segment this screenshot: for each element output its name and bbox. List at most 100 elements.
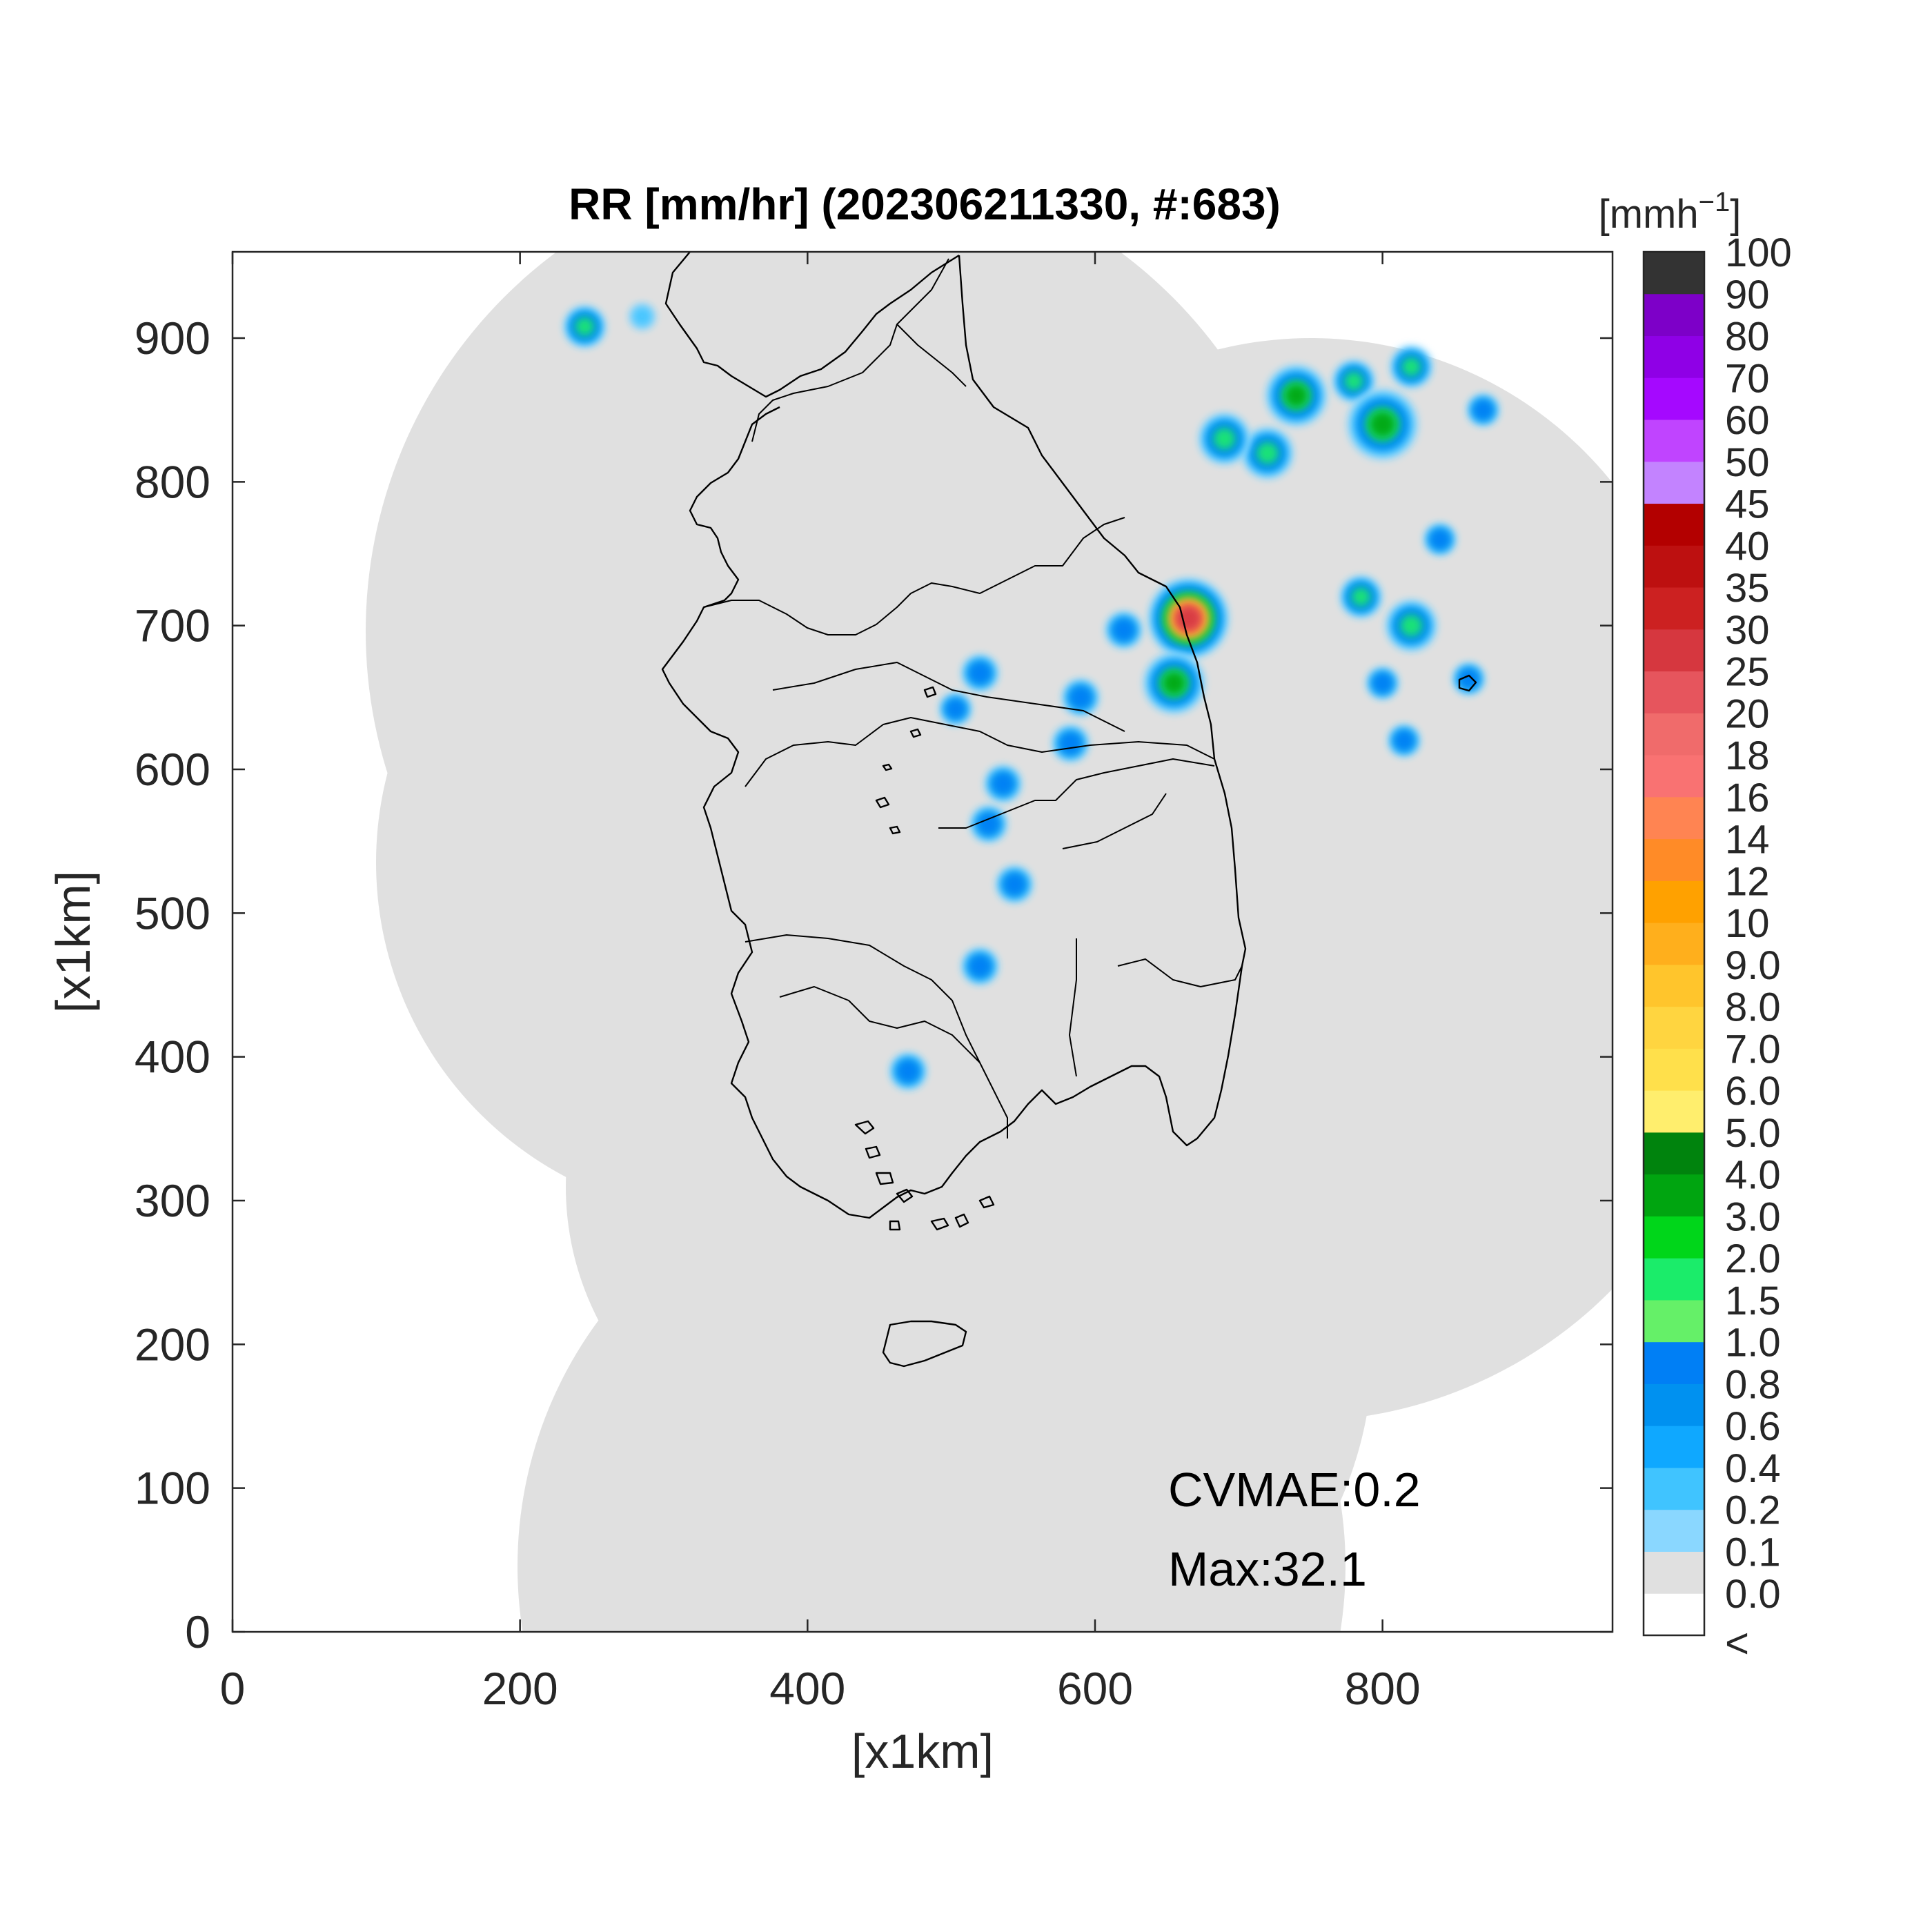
colorbar-level-label: 12	[1725, 859, 1770, 904]
jeju-island	[882, 1320, 967, 1368]
rain-cell	[1395, 731, 1413, 750]
rain-cell	[970, 956, 990, 976]
x-tick-label: 0	[220, 1663, 246, 1714]
colorbar-segment	[1644, 420, 1704, 462]
colorbar: [mmh−1] 0.00.10.20.40.60.81.01.52.03.04.…	[1599, 187, 1792, 1666]
rain-cell	[1284, 384, 1308, 408]
colorbar-unit: [mmh−1]	[1599, 187, 1742, 237]
colorbar-unit-suffix: ]	[1730, 192, 1741, 237]
colorbar-segment	[1644, 377, 1704, 420]
colorbar-level-label: 2.0	[1725, 1236, 1781, 1281]
precipitation-layer	[564, 303, 1499, 1090]
colorbar-segment	[1644, 293, 1704, 337]
rain-cell	[1474, 401, 1492, 419]
rain-cell	[1400, 614, 1423, 638]
colorbar-segment	[1644, 1467, 1704, 1510]
colorbar-level-label: 1.0	[1725, 1321, 1781, 1366]
colorbar-level-label: 100	[1725, 230, 1792, 275]
colorbar-unit-exp: −1	[1699, 187, 1731, 217]
colorbar-level-label: 0.0	[1725, 1572, 1781, 1617]
x-tick-label: 600	[1057, 1663, 1133, 1714]
colorbar-segment	[1644, 1551, 1704, 1594]
cvmae-annotation: CVMAE:0.2	[1168, 1463, 1421, 1517]
colorbar-level-label: 35	[1725, 566, 1770, 611]
colorbar-level-label: 0.6	[1725, 1404, 1781, 1449]
colorbar-level-label: 7.0	[1725, 1027, 1781, 1072]
y-tick-label: 900	[135, 313, 210, 364]
colorbar-segment	[1644, 755, 1704, 798]
colorbar-segment	[1644, 923, 1704, 965]
y-axis-label: [x1km]	[46, 871, 100, 1013]
colorbar-segment	[1644, 880, 1704, 923]
colorbar-segment	[1644, 1299, 1704, 1343]
colorbar-segment	[1644, 1006, 1704, 1049]
colorbar-segment	[1644, 1341, 1704, 1384]
rain-cell	[1459, 669, 1478, 688]
rain-cell	[1369, 411, 1396, 437]
colorbar-segment	[1644, 545, 1704, 588]
colorbar-segments	[1644, 252, 1704, 1636]
colorbar-level-label: 5.0	[1725, 1111, 1781, 1156]
rain-cell	[1005, 874, 1025, 894]
y-tick-label: 800	[135, 456, 210, 507]
rain-cell	[898, 1061, 918, 1081]
colorbar-level-label: 0.1	[1725, 1530, 1781, 1575]
colorbar-segment	[1644, 1258, 1704, 1301]
ulleung-island	[1458, 674, 1477, 692]
colorbar-level-label: 6.0	[1725, 1069, 1781, 1114]
colorbar-level-label: 0.4	[1725, 1446, 1781, 1491]
x-tick-label: 800	[1345, 1663, 1421, 1714]
x-tick-label: 200	[482, 1663, 558, 1714]
colorbar-segment	[1644, 964, 1704, 1007]
colorbar-segment	[1644, 1216, 1704, 1259]
rain-cell	[970, 663, 990, 683]
colorbar-segment	[1644, 796, 1704, 840]
coastlines	[661, 252, 1477, 1368]
colorbar-level-label: 90	[1725, 273, 1770, 317]
colorbar-level-label: 25	[1725, 650, 1770, 695]
colorbar-segment	[1644, 1383, 1704, 1426]
colorbar-level-label: 4.0	[1725, 1153, 1781, 1198]
colorbar-level-label: 1.5	[1725, 1279, 1781, 1323]
axis-ticks: 0 200 400 600 800 0 100 200 300 400 500 600 700 800 90…	[135, 252, 1613, 1714]
sw-islands	[854, 1120, 995, 1231]
y-tick-label: 700	[135, 600, 210, 651]
colorbar-level-label: 70	[1725, 356, 1770, 401]
colorbar-segment	[1644, 1132, 1704, 1175]
rain-cell	[978, 814, 999, 834]
colorbar-segment	[1644, 252, 1704, 295]
max-annotation: Max:32.1	[1168, 1542, 1367, 1596]
colorbar-level-label: 9.0	[1725, 943, 1781, 988]
rain-cell	[632, 306, 653, 327]
colorbar-segment	[1644, 461, 1704, 504]
colorbar-level-label: 80	[1725, 315, 1770, 359]
plot-area: 0 200 400 600 800 0 100 200 300 400 500 600 700 800 90…	[135, 250, 1614, 1714]
northern-border	[751, 258, 967, 442]
colorbar-frame	[1642, 250, 1706, 1637]
colorbar-segment	[1644, 713, 1704, 756]
colorbar-segment	[1644, 629, 1704, 672]
y-tick-label: 200	[135, 1319, 210, 1370]
rain-cell	[1401, 357, 1421, 377]
peninsula-coastline	[661, 252, 1247, 1219]
rain-cell	[1344, 371, 1363, 391]
colorbar-under-label: <	[1725, 1620, 1749, 1666]
rain-cell	[1373, 674, 1392, 692]
colorbar-level-label: 14	[1725, 818, 1770, 862]
colorbar-segment	[1644, 503, 1704, 546]
colorbar-level-label: 0.8	[1725, 1362, 1781, 1407]
rain-cell	[947, 700, 965, 718]
radar-coverage-sw-lower	[518, 1152, 1346, 1632]
rain-cell	[575, 317, 595, 337]
y-tick-label: 400	[135, 1032, 210, 1083]
colorbar-level-label: 45	[1725, 482, 1770, 527]
colorbar-segment	[1644, 1090, 1704, 1133]
colorbar-segment	[1644, 671, 1704, 713]
colorbar-level-label: 60	[1725, 398, 1770, 443]
colorbar-segment	[1644, 335, 1704, 378]
radar-coverage	[366, 252, 1613, 1632]
colorbar-level-label: 40	[1725, 524, 1770, 569]
colorbar-labels: 0.00.10.20.40.60.81.01.52.03.04.05.06.07…	[1725, 230, 1792, 1617]
rain-cell	[993, 773, 1013, 794]
rain-cell	[1162, 671, 1186, 695]
